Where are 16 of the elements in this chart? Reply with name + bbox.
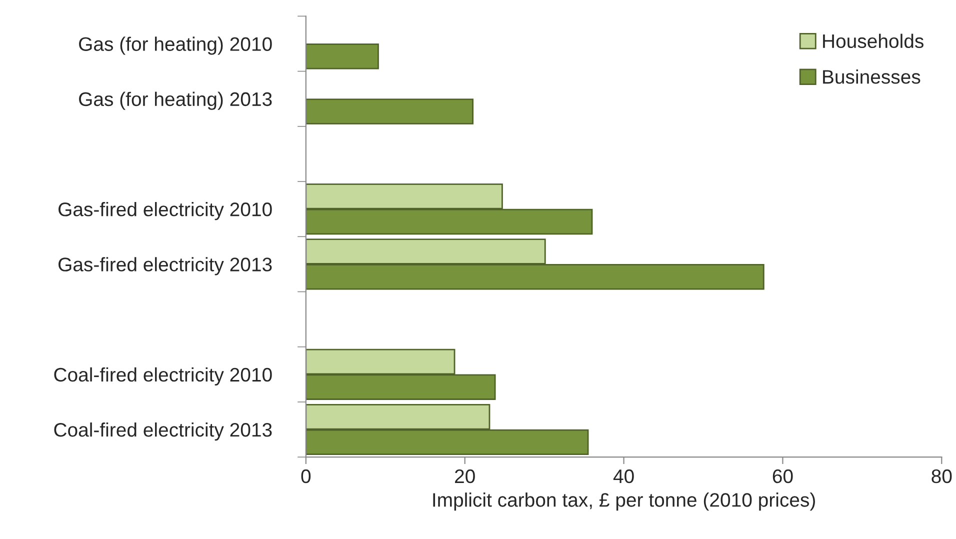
legend-label: Households bbox=[823, 34, 924, 48]
x-axis-title: Implicit carbon tax, £ per tonne (2010 prices) bbox=[433, 492, 815, 511]
y-tick-label: Coal-fired electricity 2010 bbox=[54, 367, 272, 386]
x-tick-label: 40 bbox=[613, 469, 634, 484]
y-tick-label: Coal-fired electricity 2013 bbox=[54, 422, 272, 441]
y-tick-label: Gas-fired electricity 2010 bbox=[58, 202, 272, 220]
y-tick-label: Gas (for heating) 2010 bbox=[79, 36, 272, 55]
x-tick-label: 20 bbox=[455, 469, 475, 484]
x-tick-label: 60 bbox=[772, 469, 793, 484]
y-tick-label: Gas-fired electricity 2013 bbox=[58, 257, 272, 276]
legend-label: Businesses bbox=[823, 70, 920, 84]
x-tick-label: 80 bbox=[932, 469, 952, 484]
y-tick-label: Gas (for heating) 2013 bbox=[79, 92, 272, 110]
bar bbox=[306, 98, 474, 124]
x-tick-label: 0 bbox=[301, 469, 311, 484]
bar bbox=[306, 44, 379, 70]
